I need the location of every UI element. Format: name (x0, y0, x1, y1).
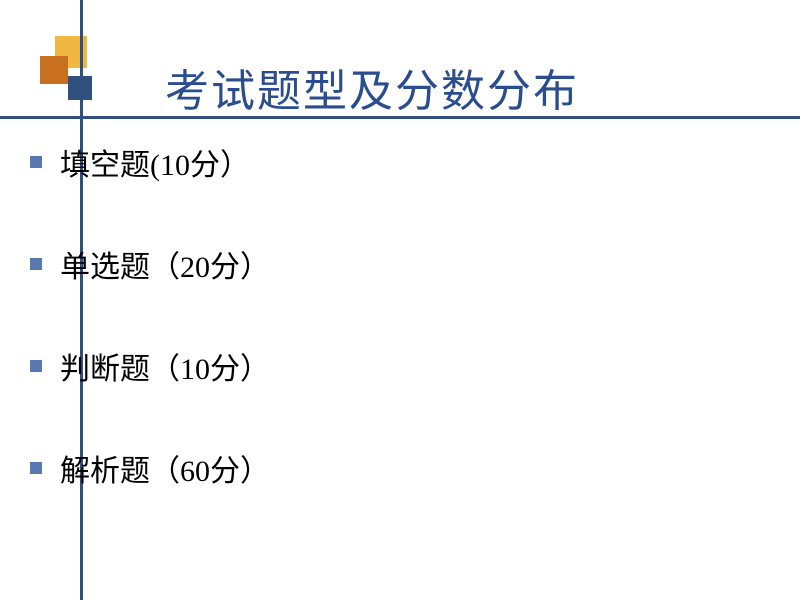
list-item-text: 填空题(10分） (60, 140, 250, 184)
list-item: 填空题(10分） (30, 140, 270, 184)
bullet-icon (30, 360, 42, 372)
bullet-icon (30, 156, 42, 168)
corner-decoration (40, 36, 100, 96)
list-item-text: 判断题（10分） (60, 344, 270, 388)
bullet-icon (30, 462, 42, 474)
list-item-text: 单选题（20分） (60, 242, 270, 286)
decoration-square-orange (40, 56, 68, 84)
list-item-text: 解析题（60分） (60, 446, 270, 490)
list-item: 解析题（60分） (30, 446, 270, 490)
bullet-list: 填空题(10分） 单选题（20分） 判断题（10分） 解析题（60分） (30, 140, 270, 548)
bullet-icon (30, 258, 42, 270)
list-item: 单选题（20分） (30, 242, 270, 286)
slide-title: 考试题型及分数分布 (165, 55, 579, 119)
list-item: 判断题（10分） (30, 344, 270, 388)
